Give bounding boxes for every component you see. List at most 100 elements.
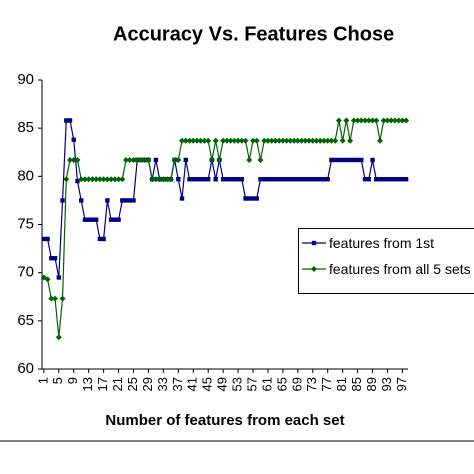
chart-title: Accuracy Vs. Features Chose [113, 23, 394, 45]
marker [75, 178, 80, 184]
marker [235, 137, 242, 144]
marker [299, 177, 304, 182]
marker [190, 137, 197, 144]
marker [310, 177, 315, 182]
x-tick-label: 89 [364, 377, 379, 391]
marker [343, 117, 350, 124]
marker [197, 137, 204, 144]
marker [90, 217, 95, 222]
marker [175, 156, 182, 163]
marker [183, 157, 188, 163]
marker [104, 176, 111, 183]
x-tick-label: 41 [185, 377, 200, 391]
marker [85, 176, 92, 183]
marker [59, 295, 66, 302]
marker [264, 137, 271, 144]
marker [108, 176, 115, 183]
marker [212, 137, 219, 144]
marker [49, 256, 54, 261]
marker [52, 256, 58, 261]
marker [131, 198, 136, 203]
x-tick-label: 65 [274, 377, 289, 391]
marker [311, 240, 317, 246]
marker [97, 236, 103, 242]
marker [119, 176, 126, 183]
marker [311, 266, 317, 272]
marker [149, 176, 156, 183]
marker [325, 177, 330, 182]
x-tick-label: 29 [140, 377, 155, 391]
marker [127, 198, 132, 203]
marker [265, 177, 271, 182]
marker [176, 177, 181, 182]
marker [388, 117, 395, 124]
marker [381, 177, 386, 182]
marker [400, 177, 405, 182]
marker [388, 177, 394, 182]
marker [288, 177, 293, 182]
marker [238, 137, 245, 144]
marker [56, 275, 62, 280]
marker [253, 137, 260, 144]
x-tick-label: 69 [289, 377, 304, 391]
marker [224, 177, 230, 182]
marker [246, 156, 253, 163]
x-tick-label: 21 [110, 377, 125, 391]
marker [82, 217, 88, 222]
marker [52, 295, 59, 302]
marker [380, 117, 387, 124]
marker [250, 196, 256, 201]
marker [396, 177, 401, 182]
marker [213, 177, 218, 182]
marker [385, 177, 390, 182]
marker [63, 176, 70, 183]
x-tick-label: 1 [35, 377, 50, 384]
marker [373, 117, 380, 124]
marker [362, 177, 368, 182]
marker [403, 177, 409, 182]
x-tick-label: 25 [125, 377, 140, 391]
marker [130, 156, 137, 163]
marker [273, 177, 278, 182]
marker [377, 177, 383, 182]
x-tick-label: 73 [304, 377, 319, 391]
marker [314, 177, 319, 182]
marker [123, 198, 129, 203]
marker [41, 236, 47, 242]
marker [329, 157, 334, 163]
x-tick-label: 9 [65, 377, 80, 384]
marker [115, 176, 122, 183]
marker [272, 137, 279, 144]
marker [250, 137, 257, 144]
marker [344, 157, 349, 163]
marker [164, 176, 171, 183]
marker [362, 117, 369, 124]
legend: features from 1st features from all 5 set… [298, 228, 474, 294]
x-tick-label: 37 [170, 377, 185, 391]
marker [137, 156, 144, 163]
marker [280, 177, 286, 182]
marker [193, 137, 200, 144]
marker [141, 156, 148, 163]
marker [67, 118, 73, 123]
marker [294, 137, 301, 144]
marker [247, 196, 252, 201]
marker [347, 157, 353, 163]
x-tick-label: 77 [319, 377, 334, 391]
marker [100, 176, 107, 183]
marker [171, 156, 178, 163]
marker [350, 117, 357, 124]
marker [347, 137, 354, 144]
x-tick-label: 85 [349, 377, 364, 391]
marker [284, 177, 289, 182]
marker [101, 236, 106, 242]
x-tick-label: 49 [215, 377, 230, 391]
marker [354, 117, 361, 124]
marker [116, 217, 121, 222]
marker [235, 177, 241, 182]
legend-swatch [302, 240, 326, 246]
marker [167, 176, 174, 183]
marker [287, 137, 294, 144]
marker [216, 156, 223, 163]
